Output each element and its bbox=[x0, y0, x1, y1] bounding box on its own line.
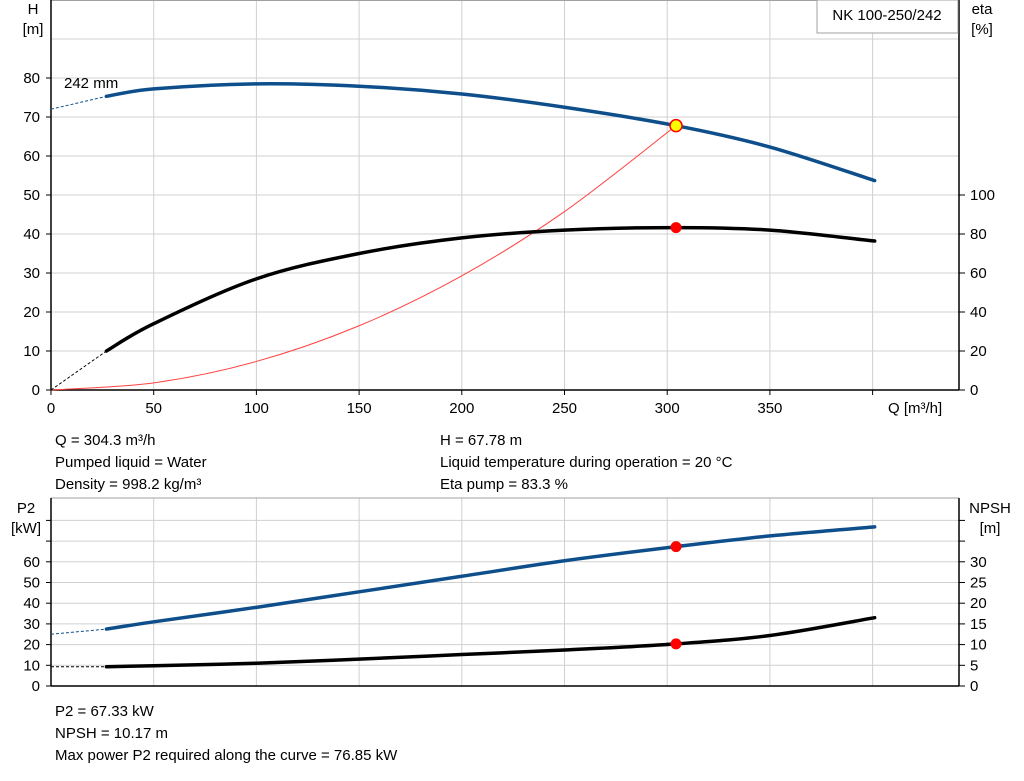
info-q: Q = 304.3 m³/h bbox=[55, 432, 155, 449]
npsh-tick-label: 15 bbox=[970, 616, 987, 633]
info-h: H = 67.78 m bbox=[440, 432, 522, 449]
q-axis-label: Q [m³/h] bbox=[888, 400, 942, 417]
power-curve bbox=[104, 525, 877, 631]
power-curve-extrapolation bbox=[50, 628, 107, 635]
npsh-tick-label: 5 bbox=[970, 657, 978, 674]
head-curve-extrapolation bbox=[50, 95, 107, 110]
npsh-tick-label: 10 bbox=[970, 637, 987, 654]
efficiency-curve bbox=[104, 225, 877, 353]
npsh-point-marker bbox=[670, 638, 682, 650]
eta-tick-label: 0 bbox=[970, 382, 978, 399]
x-tick-label: 350 bbox=[757, 400, 782, 417]
info-eta: Eta pump = 83.3 % bbox=[440, 476, 568, 493]
eta-tick-label: 100 bbox=[970, 187, 995, 204]
h-tick-label: 50 bbox=[23, 187, 40, 204]
info-density: Density = 998.2 kg/m³ bbox=[55, 476, 201, 493]
x-tick-label: 250 bbox=[552, 400, 577, 417]
npsh-axis-label: NPSH bbox=[969, 500, 1011, 517]
h-axis-label: H bbox=[28, 1, 39, 18]
eta-tick-label: 60 bbox=[970, 265, 987, 282]
info-max-p2: Max power P2 required along the curve = … bbox=[55, 747, 398, 764]
npsh-curve bbox=[104, 615, 877, 669]
model-legend: NK 100-250/242 bbox=[832, 7, 941, 24]
npsh-tick-label: 30 bbox=[970, 554, 987, 571]
curve-label-242mm: 242 mm bbox=[64, 75, 118, 92]
x-tick-label: 0 bbox=[47, 400, 55, 417]
npsh-tick-label: 0 bbox=[970, 678, 978, 695]
p2-tick-label: 10 bbox=[23, 657, 40, 674]
x-tick-label: 150 bbox=[347, 400, 372, 417]
h-tick-label: 70 bbox=[23, 109, 40, 126]
h-tick-label: 20 bbox=[23, 304, 40, 321]
h-tick-label: 30 bbox=[23, 265, 40, 282]
h-axis-unit: [m] bbox=[23, 21, 44, 38]
npsh-tick-label: 20 bbox=[970, 595, 987, 612]
h-tick-label: 0 bbox=[32, 382, 40, 399]
h-tick-label: 80 bbox=[23, 70, 40, 87]
model-legend-box bbox=[816, 0, 959, 34]
info-temp: Liquid temperature during operation = 20… bbox=[440, 454, 733, 471]
curves bbox=[50, 82, 877, 669]
p2-tick-label: 50 bbox=[23, 575, 40, 592]
eta-tick-label: 40 bbox=[970, 304, 987, 321]
p2-tick-label: 20 bbox=[23, 637, 40, 654]
p2-tick-label: 60 bbox=[23, 554, 40, 571]
eta-tick-label: 80 bbox=[970, 226, 987, 243]
x-tick-label: 200 bbox=[449, 400, 474, 417]
h-tick-label: 10 bbox=[23, 343, 40, 360]
h-tick-label: 40 bbox=[23, 226, 40, 243]
system-curve bbox=[50, 125, 677, 391]
info-p2: P2 = 67.33 kW bbox=[55, 703, 155, 720]
p2-axis-unit: [kW] bbox=[11, 520, 41, 537]
p2-tick-label: 0 bbox=[32, 678, 40, 695]
eta-axis-unit: [%] bbox=[971, 21, 993, 38]
info-npsh: NPSH = 10.17 m bbox=[55, 725, 168, 742]
x-tick-label: 300 bbox=[655, 400, 680, 417]
p2-tick-label: 40 bbox=[23, 595, 40, 612]
head-curve bbox=[104, 82, 877, 183]
bottom-grid bbox=[50, 497, 960, 687]
eta-tick-label: 20 bbox=[970, 343, 987, 360]
power-point-marker bbox=[670, 541, 682, 553]
x-tick-label: 50 bbox=[145, 400, 162, 417]
top-grid bbox=[50, 0, 960, 391]
npsh-tick-label: 25 bbox=[970, 575, 987, 592]
eta-axis-label: eta bbox=[972, 1, 994, 18]
operating-point-marker bbox=[669, 118, 683, 133]
p2-axis-label: P2 bbox=[17, 500, 35, 517]
efficiency-curve-extrapolation bbox=[50, 350, 107, 391]
x-tick-label: 100 bbox=[244, 400, 269, 417]
p2-tick-label: 30 bbox=[23, 616, 40, 633]
npsh-axis-unit: [m] bbox=[980, 520, 1001, 537]
tick-labels: 0 50 100 150 200 250 300 3500102030405060708002… bbox=[23, 70, 995, 695]
info-liquid: Pumped liquid = Water bbox=[55, 454, 207, 471]
h-tick-label: 60 bbox=[23, 148, 40, 165]
efficiency-point-marker bbox=[670, 222, 682, 234]
